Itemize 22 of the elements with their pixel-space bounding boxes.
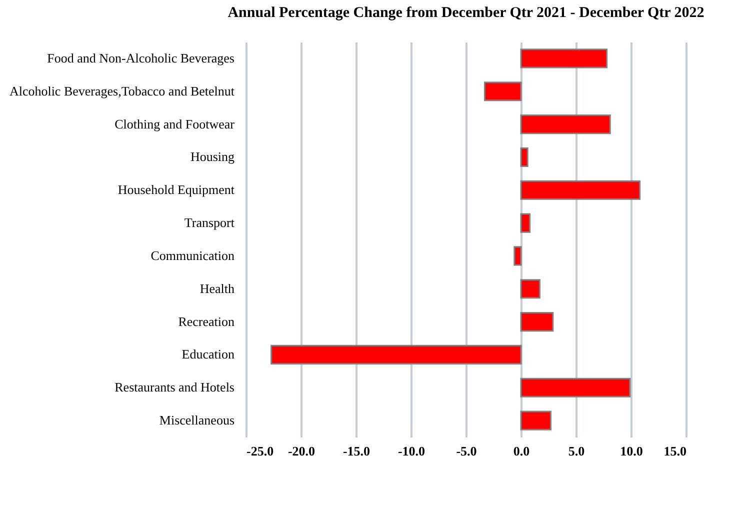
y-tick-label: Transport bbox=[184, 215, 235, 230]
y-tick-label: Communication bbox=[150, 248, 235, 263]
x-tick-label: 5.0 bbox=[568, 444, 585, 458]
x-tick-label: -25.0 bbox=[246, 444, 274, 458]
x-tick-label: -5.0 bbox=[456, 444, 477, 458]
y-tick-label: Clothing and Footwear bbox=[114, 116, 236, 132]
x-tick-label: 15.0 bbox=[664, 444, 686, 458]
y-tick-label: Education bbox=[182, 346, 235, 362]
x-tick-label: 10.0 bbox=[620, 444, 643, 458]
y-tick-label: Alcoholic Beverages,Tobacco and Betelnut bbox=[9, 83, 235, 98]
y-tick-label: Housing bbox=[190, 149, 235, 164]
x-tick-label: -10.0 bbox=[398, 444, 426, 458]
x-tick-label: -15.0 bbox=[342, 444, 370, 458]
y-tick-label: Health bbox=[200, 280, 235, 296]
y-tick-label: Miscellaneous bbox=[159, 412, 234, 428]
y-tick-label: Food and Non-Alcoholic Beverages bbox=[47, 50, 234, 66]
y-tick-label: Recreation bbox=[178, 314, 235, 329]
x-tick-label: -20.0 bbox=[288, 444, 316, 458]
x-tick-label: 0.0 bbox=[513, 444, 530, 458]
y-tick-label: Restaurants and Hotels bbox=[114, 380, 234, 395]
chart-title: Annual Percentage Change from December Qtr 2021 - December Qtr 2022 bbox=[228, 5, 704, 21]
y-tick-label: Household Equipment bbox=[118, 182, 235, 198]
